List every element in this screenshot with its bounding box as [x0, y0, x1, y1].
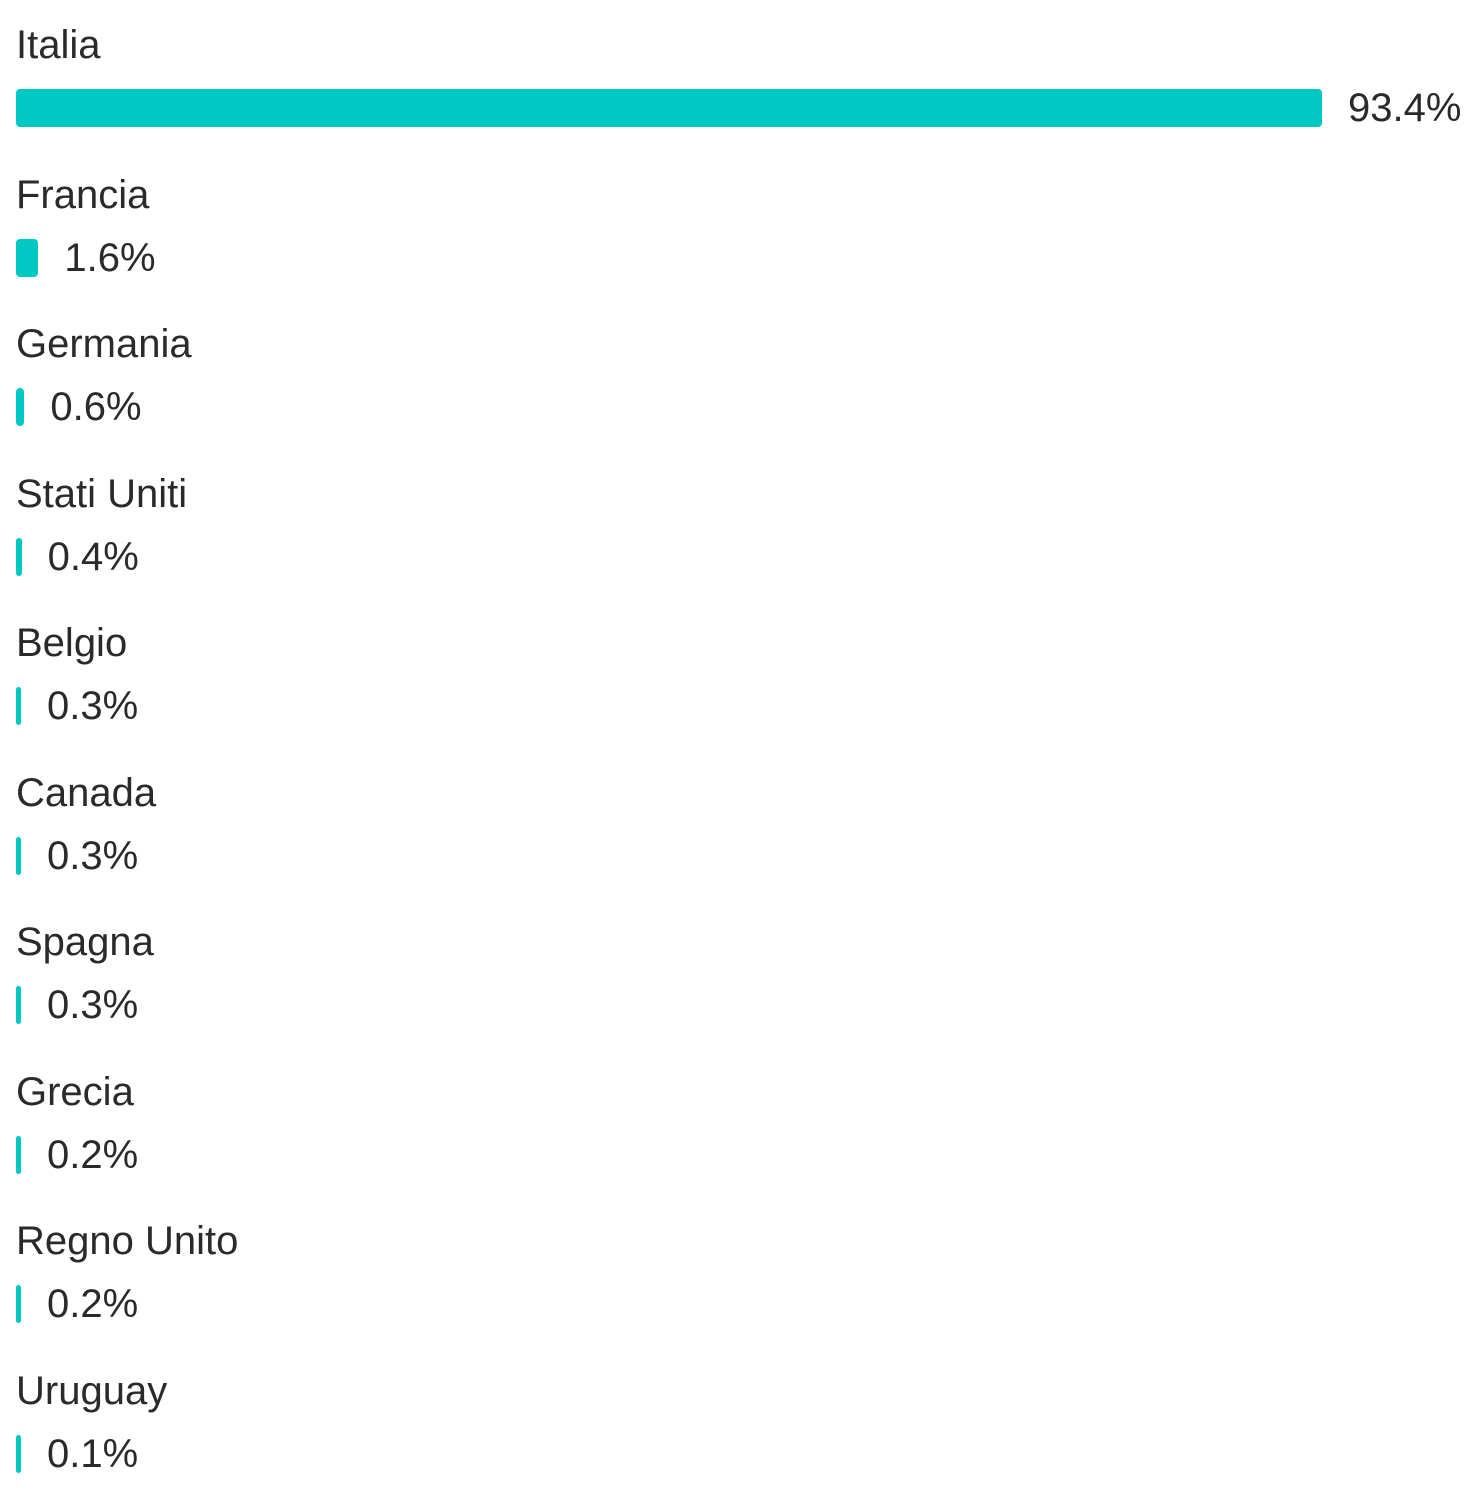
category-label: Uruguay — [16, 1368, 168, 1413]
chart-row: Spagna 0.3% — [0, 897, 1469, 1047]
bar-track: 0.1% — [16, 1434, 138, 1474]
chart-row: Italia 93.4% — [0, 0, 1469, 150]
chart-row: Belgio 0.3% — [0, 598, 1469, 748]
value-label: 1.6% — [64, 235, 156, 280]
value-label: 0.3% — [47, 983, 139, 1027]
bar — [16, 1135, 21, 1174]
bar — [16, 687, 21, 725]
bar-track: 0.3% — [16, 836, 138, 876]
bar-track: 93.4% — [16, 88, 1461, 128]
bar — [16, 836, 21, 875]
category-label: Stati Uniti — [16, 471, 188, 516]
bar — [16, 986, 21, 1024]
bar — [16, 388, 25, 426]
category-label: Germania — [16, 322, 192, 366]
chart-row: Francia 1.6% — [0, 150, 1469, 300]
value-label: 93.4% — [1348, 86, 1462, 130]
chart-row: Germania 0.6% — [0, 299, 1469, 449]
value-label: 0.1% — [47, 1431, 139, 1476]
bar — [16, 1434, 21, 1473]
value-label: 0.3% — [47, 684, 139, 728]
bar-track: 0.2% — [16, 1135, 138, 1175]
chart-row: Canada 0.3% — [0, 748, 1469, 898]
bar-track: 0.2% — [16, 1284, 138, 1324]
value-label: 0.2% — [47, 1282, 139, 1326]
value-label: 0.2% — [47, 1132, 139, 1177]
bar — [16, 537, 22, 576]
value-label: 0.6% — [50, 385, 142, 429]
bar-track: 1.6% — [16, 238, 156, 278]
value-label: 0.3% — [47, 833, 139, 878]
bar — [16, 1285, 21, 1323]
bar-track: 0.6% — [16, 387, 142, 427]
category-label: Grecia — [16, 1069, 134, 1114]
chart-row: Uruguay 0.1% — [0, 1346, 1469, 1496]
chart-row: Regno Unito 0.2% — [0, 1196, 1469, 1346]
category-label: Francia — [16, 172, 150, 217]
bar — [16, 238, 39, 277]
bar — [16, 89, 1322, 127]
category-label: Canada — [16, 770, 157, 815]
bar-track: 0.3% — [16, 985, 138, 1025]
category-label: Spagna — [16, 920, 154, 964]
chart-row: Stati Uniti 0.4% — [0, 449, 1469, 599]
bar-track: 0.3% — [16, 686, 138, 726]
chart-row: Grecia 0.2% — [0, 1047, 1469, 1197]
category-label: Belgio — [16, 621, 128, 665]
value-label: 0.4% — [47, 534, 139, 579]
category-label: Regno Unito — [16, 1219, 239, 1263]
category-label: Italia — [16, 23, 101, 67]
bar-track: 0.4% — [16, 537, 139, 577]
